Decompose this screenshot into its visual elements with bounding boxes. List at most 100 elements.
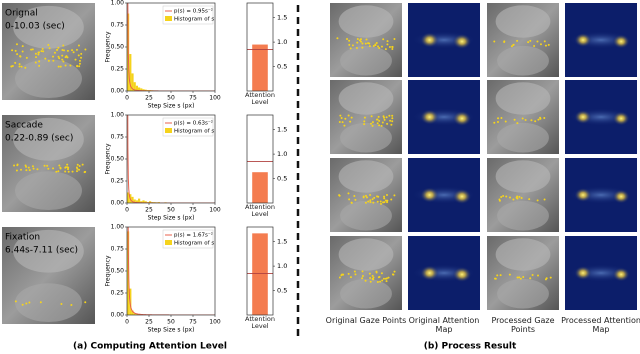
gaze-point (66, 163, 69, 166)
x-tick-label: 0 (125, 207, 129, 214)
x-tick-label: 100 (209, 95, 221, 102)
gaze-point (340, 117, 343, 120)
y-tick-label: 1.00 (111, 112, 125, 119)
gaze-point (539, 43, 542, 46)
legend-label: Histogram of s (174, 17, 214, 23)
gaze-point (365, 38, 368, 41)
bone (13, 229, 84, 273)
gaze-point (385, 280, 388, 283)
gaze-point (347, 114, 350, 117)
bone (15, 283, 82, 323)
gaze-point (376, 118, 379, 121)
gaze-point (34, 61, 37, 64)
gaze-point (376, 281, 379, 284)
column-label: Processed Gaze Points (491, 316, 555, 334)
gaze-point (15, 43, 18, 46)
gaze-point (373, 196, 376, 199)
bone (497, 45, 549, 76)
y-tick-label: 0.5 (277, 287, 287, 295)
gaze-point (393, 194, 396, 197)
gaze-point (512, 43, 515, 46)
histogram-bar (138, 198, 141, 203)
gaze-point (346, 38, 349, 41)
histogram-bar (138, 87, 141, 91)
gaze-point (363, 123, 366, 126)
gaze-point (393, 270, 396, 273)
gaze-point (500, 117, 503, 120)
gaze-point (390, 198, 393, 201)
gaze-point (536, 274, 539, 277)
gaze-point (377, 45, 380, 48)
gaze-point (505, 195, 508, 198)
gaze-point (375, 270, 378, 273)
bone (497, 278, 549, 309)
bone (340, 278, 392, 309)
y-tick-label: 1.5 (277, 238, 287, 246)
gaze-point (371, 121, 374, 124)
gaze-point (522, 275, 525, 278)
gaze-point (388, 46, 391, 49)
gaze-point (64, 166, 67, 169)
gaze-point (361, 274, 364, 277)
gaze-point (44, 57, 47, 60)
gaze-point (376, 200, 379, 203)
y-tick-label: 1.0 (277, 150, 287, 158)
legend-box (162, 229, 214, 249)
gaze-point (380, 45, 383, 48)
axes (246, 114, 274, 204)
gaze-point (516, 276, 519, 279)
x-tick-label: 75 (189, 319, 197, 326)
gaze-point (516, 195, 519, 198)
gaze-point (78, 62, 81, 65)
gaze-point (35, 56, 38, 59)
gaze-point (64, 64, 67, 67)
y-tick-label: 0.75 (111, 22, 125, 29)
y-tick-label: 0.50 (111, 268, 125, 275)
x-tick-label: 75 (189, 207, 197, 214)
legend-swatch (165, 16, 172, 21)
gaze-point (499, 274, 502, 277)
legend-swatch (165, 128, 172, 133)
y-tick-label: 1.5 (277, 14, 287, 22)
histogram-bar (140, 201, 143, 203)
gaze-point (47, 59, 50, 62)
gaze-point (65, 55, 68, 58)
gaze-point (20, 168, 23, 171)
gaze-point (369, 193, 372, 196)
gaze-point (377, 195, 380, 198)
gaze-point (16, 163, 19, 166)
bone (15, 59, 82, 99)
attention-blob (574, 109, 592, 125)
gaze-point (536, 199, 539, 202)
gaze-point (42, 50, 45, 53)
gaze-point (60, 302, 63, 305)
gaze-point (70, 303, 73, 306)
gaze-point (497, 117, 500, 120)
gaze-point (364, 201, 367, 204)
attention-blob (420, 265, 439, 281)
gaze-point (385, 277, 388, 280)
gaze-point (21, 45, 24, 48)
histogram-bar (133, 313, 136, 315)
gaze-point (343, 124, 346, 127)
gaze-point (382, 277, 385, 280)
bar (252, 44, 268, 91)
legend-label: p(s) = 1.67s⁻² (174, 232, 213, 239)
gaze-point (58, 164, 61, 167)
gaze-point (518, 195, 521, 198)
gaze-point (539, 116, 542, 119)
gaze-point (368, 45, 371, 48)
x-axis-label: Attention Level (245, 315, 275, 330)
x-axis-label: Step Size s (px) (148, 327, 195, 334)
attention-blob (452, 266, 472, 283)
gaze-point (69, 64, 72, 67)
gaze-point (493, 121, 496, 124)
gaze-point (503, 40, 506, 43)
gaze-point (67, 170, 70, 173)
gaze-point (80, 52, 83, 55)
x-tick-label: 0 (125, 95, 129, 102)
gaze-point (348, 198, 351, 201)
attention-blob (574, 265, 592, 281)
gaze-point (382, 201, 385, 204)
gaze-point (391, 120, 394, 123)
